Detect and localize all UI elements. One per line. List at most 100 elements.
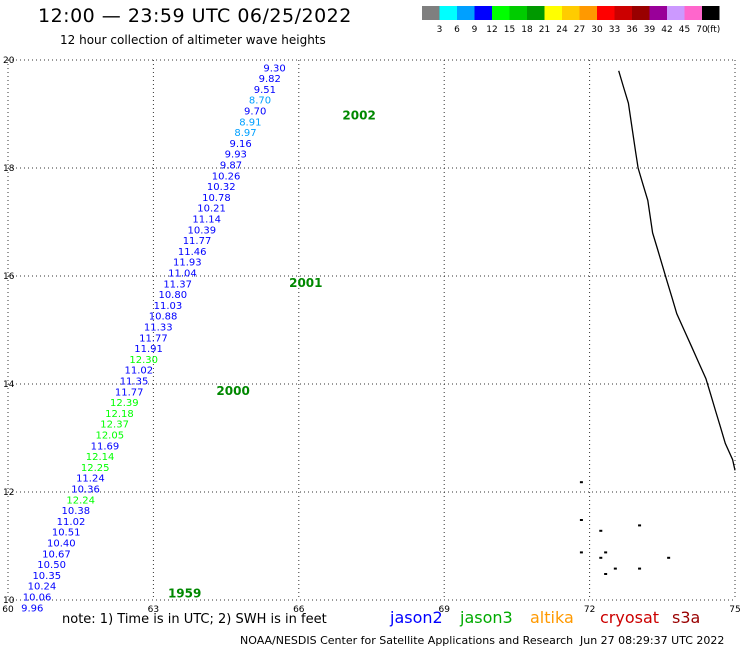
wave-height-value: 9.70 xyxy=(244,107,266,118)
wave-height-value: 10.88 xyxy=(149,312,178,323)
wave-height-value: 10.40 xyxy=(47,539,76,550)
scale-label: 6 xyxy=(454,25,460,35)
scale-swatch xyxy=(632,6,650,20)
island xyxy=(667,556,671,559)
wave-height-value: 12.14 xyxy=(86,452,115,463)
wave-height-value: 9.16 xyxy=(230,139,252,150)
scale-label: 70 xyxy=(696,25,708,35)
wave-height-value: 10.38 xyxy=(62,506,91,517)
island xyxy=(613,567,617,570)
lat-tick-label: 20 xyxy=(3,56,15,66)
scale-swatch xyxy=(422,6,440,20)
scale-label: 3 xyxy=(437,25,443,35)
lat-tick-label: 18 xyxy=(3,164,15,174)
wave-height-value: 10.26 xyxy=(212,171,241,182)
wave-height-value: 10.50 xyxy=(37,560,66,571)
note-text: note: 1) Time is in UTC; 2) SWH is in fe… xyxy=(62,612,327,627)
wave-height-value: 12.30 xyxy=(129,355,158,366)
scale-unit: (ft) xyxy=(707,25,721,35)
scale-swatch xyxy=(702,6,720,20)
wave-height-value: 11.04 xyxy=(168,269,197,280)
wave-height-value: 9.82 xyxy=(259,74,281,85)
wave-height-value: 12.05 xyxy=(95,431,124,442)
wave-height-value: 10.80 xyxy=(158,290,187,301)
wave-height-value: 9.30 xyxy=(263,63,285,74)
wave-height-value: 11.35 xyxy=(120,377,149,388)
wave-height-value: 11.37 xyxy=(163,279,192,290)
island xyxy=(579,481,583,484)
lon-tick-label: 60 xyxy=(2,605,14,615)
lon-tick-label: 72 xyxy=(584,605,595,615)
wave-height-value: 12.37 xyxy=(100,420,129,431)
wave-height-value: 11.77 xyxy=(115,387,144,398)
wave-height-value: 11.33 xyxy=(144,323,173,334)
wave-height-value: 12.18 xyxy=(105,409,134,420)
lat-tick-label: 16 xyxy=(3,272,15,282)
wave-height-value: 11.46 xyxy=(178,247,207,258)
scale-swatch xyxy=(509,6,527,20)
scale-label: 33 xyxy=(609,25,620,35)
wave-height-value: 9.96 xyxy=(21,603,43,614)
wave-height-value: 8.97 xyxy=(234,128,256,139)
wave-height-value: 11.02 xyxy=(57,517,86,528)
wave-height-value: 11.24 xyxy=(76,474,105,485)
scale-label: 9 xyxy=(472,25,478,35)
island xyxy=(604,573,608,575)
scale-label: 27 xyxy=(574,25,585,35)
scale-label: 39 xyxy=(644,25,656,35)
scale-label: 12 xyxy=(486,25,497,35)
legend-altika: altika xyxy=(530,608,574,627)
wave-height-value: 11.14 xyxy=(192,215,221,226)
wave-height-value: 10.06 xyxy=(23,593,52,604)
lat-tick-label: 12 xyxy=(3,488,14,498)
island xyxy=(604,551,608,554)
track-time-label: 2002 xyxy=(342,108,375,122)
scale-swatch xyxy=(544,6,562,20)
scale-swatch xyxy=(597,6,615,20)
scale-swatch xyxy=(684,6,702,20)
footer-credit: NOAA/NESDIS Center for Satellite Applica… xyxy=(240,634,574,647)
scale-swatch xyxy=(439,6,457,20)
scale-swatch xyxy=(562,6,580,20)
lat-tick-label: 14 xyxy=(3,380,15,390)
scale-label: 18 xyxy=(521,25,533,35)
island xyxy=(579,519,583,521)
scale-swatch xyxy=(474,6,492,20)
wave-height-value: 12.25 xyxy=(81,463,110,474)
wave-height-value: 10.36 xyxy=(71,485,100,496)
scale-label: 21 xyxy=(539,25,550,35)
lat-tick-label: 10 xyxy=(3,596,15,606)
scale-swatch xyxy=(667,6,685,20)
legend-jason3: jason3 xyxy=(460,608,513,627)
lon-tick-label: 75 xyxy=(729,605,740,615)
scale-swatch xyxy=(527,6,545,20)
island xyxy=(599,556,603,559)
wave-height-value: 11.93 xyxy=(173,258,202,269)
wave-height-value: 12.39 xyxy=(110,398,139,409)
scale-label: 30 xyxy=(591,25,603,35)
scale-swatch xyxy=(649,6,667,20)
wave-height-value: 10.67 xyxy=(42,549,71,560)
wave-height-value: 10.35 xyxy=(32,571,61,582)
legend-s3a: s3a xyxy=(672,608,701,627)
scale-label: 36 xyxy=(626,25,638,35)
scale-swatch xyxy=(614,6,632,20)
island xyxy=(638,524,642,527)
island xyxy=(579,551,583,554)
wave-height-value: 11.91 xyxy=(134,344,163,355)
scale-label: 42 xyxy=(661,25,672,35)
scale-swatch xyxy=(579,6,597,20)
wave-height-value: 12.24 xyxy=(66,495,95,506)
scale-swatch xyxy=(492,6,510,20)
scale-label: 45 xyxy=(679,25,690,35)
wave-height-value: 10.39 xyxy=(188,225,217,236)
wave-height-value: 10.32 xyxy=(207,182,236,193)
coastline xyxy=(618,70,736,471)
legend-cryosat: cryosat xyxy=(600,608,660,627)
scale-label: 24 xyxy=(556,25,568,35)
track-time-label: 2000 xyxy=(216,384,249,398)
wave-height-value: 10.24 xyxy=(28,582,57,593)
page-subtitle: 12 hour collection of altimeter wave hei… xyxy=(60,33,326,47)
legend-jason2: jason2 xyxy=(390,608,443,627)
